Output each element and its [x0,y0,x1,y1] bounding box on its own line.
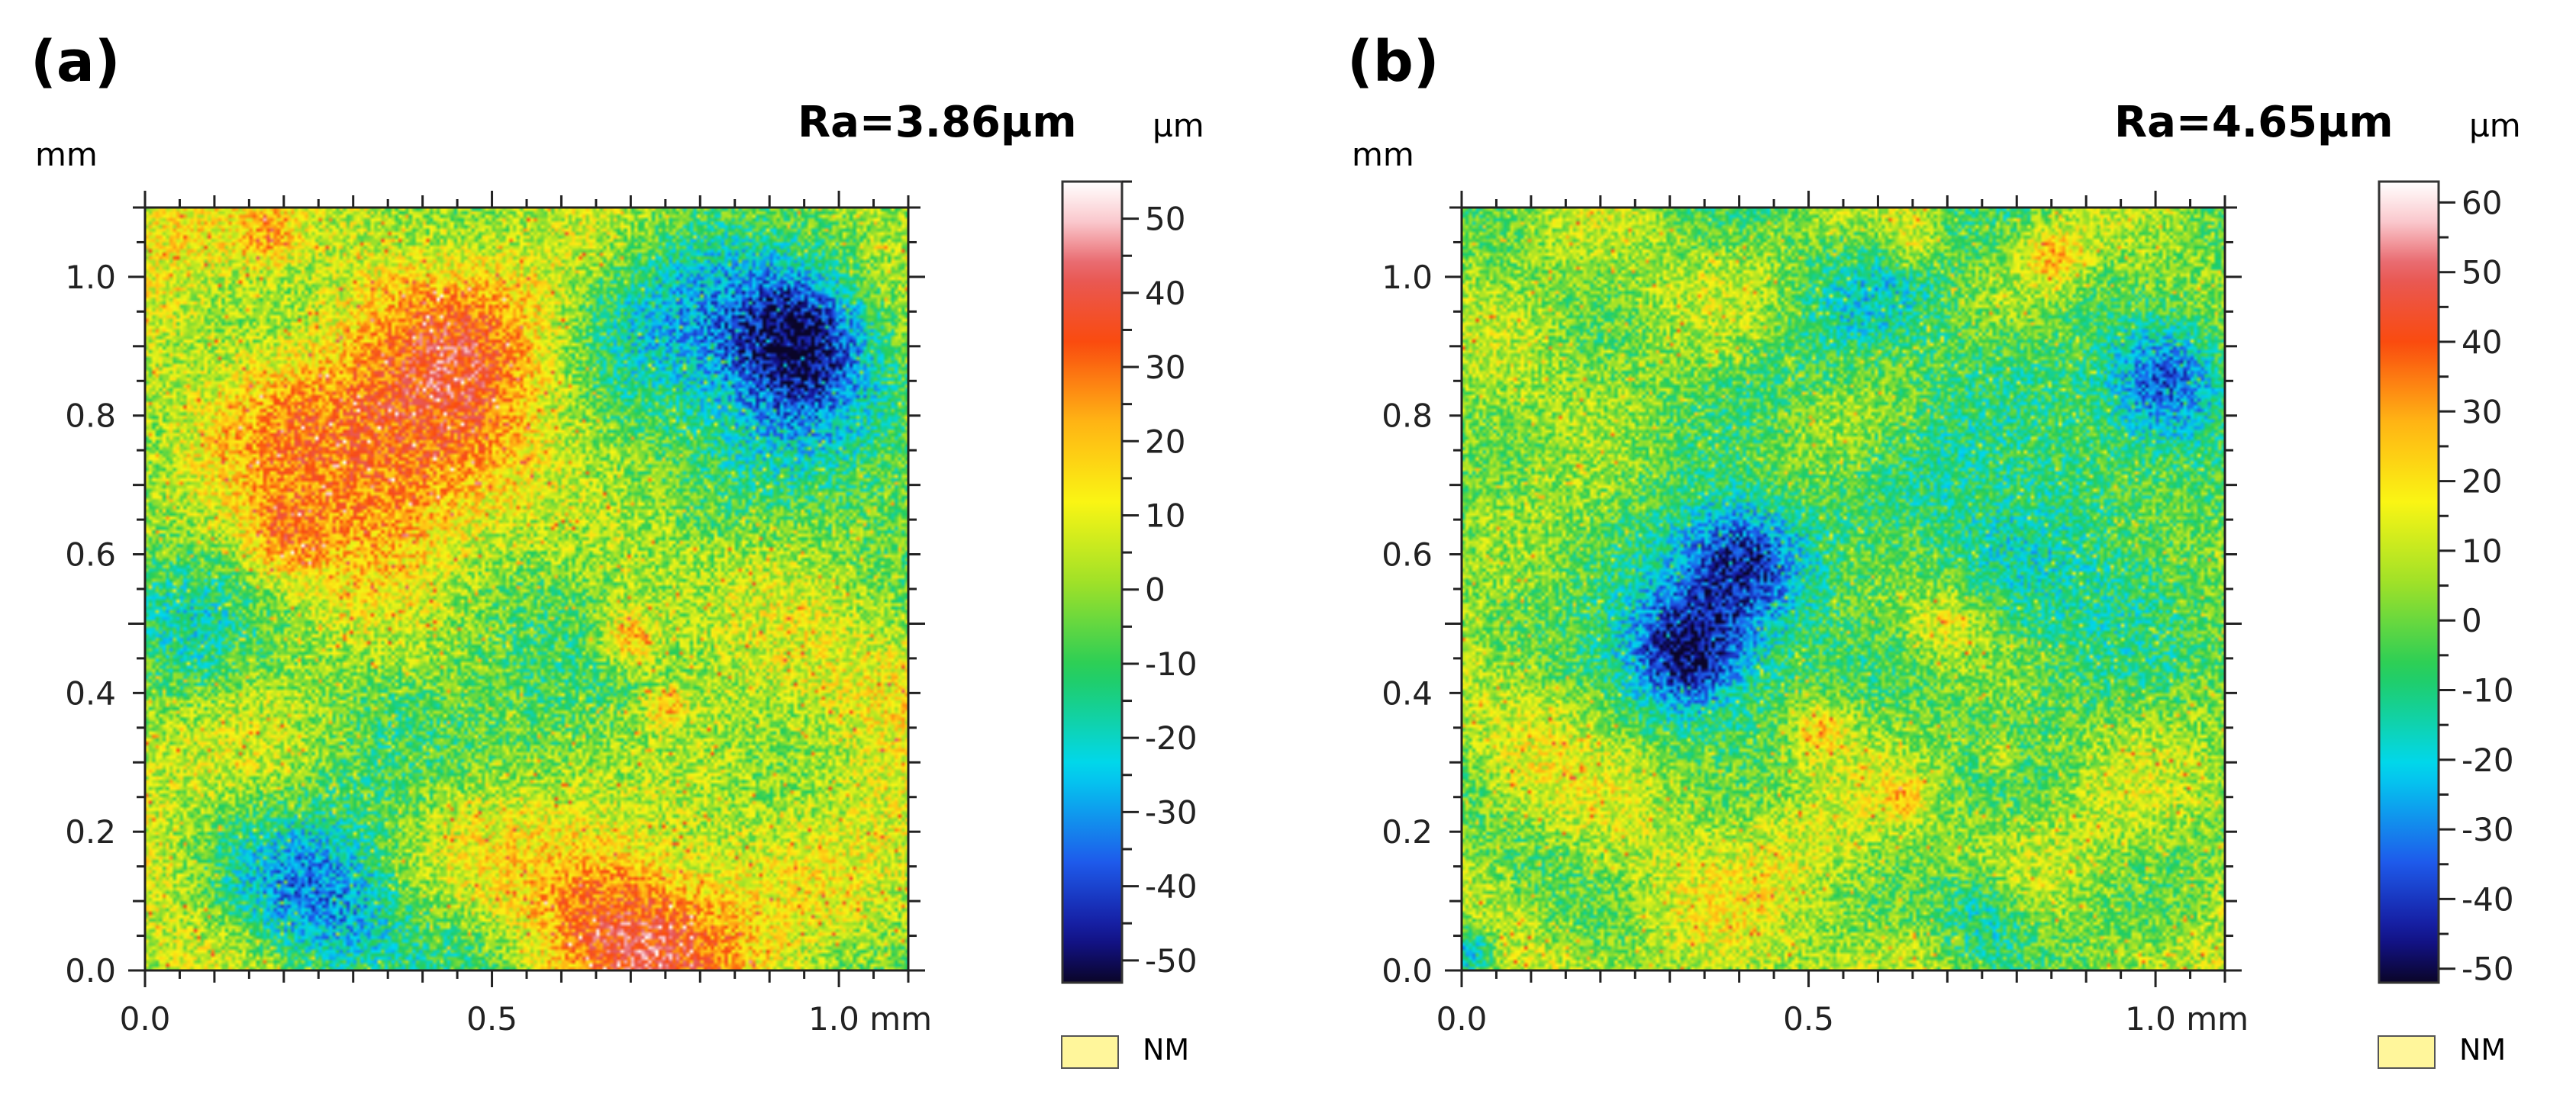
colorbar-tick-label: 60 [2462,184,2502,221]
colorbar-tick-label: 10 [1145,497,1185,535]
y-tick-label: 0.0 [65,952,116,990]
y-tick-label: 0.4 [65,674,116,712]
colorbar-tick-label: -30 [1145,793,1198,831]
not-measured-label: NM [2459,1033,2507,1067]
colorbar-tick-label: -50 [2462,951,2514,988]
colorbar-unit: µm [1153,107,1204,144]
y-axis-unit: mm [1352,136,1414,173]
not-measured-swatch [2378,1035,2436,1069]
roughness-annotation: Ra=4.65µm [2114,98,2394,147]
colorbar-tick-label: 0 [1145,571,1165,609]
colorbar [2378,180,2440,984]
colorbar-tick-label: -20 [1145,719,1198,757]
panel-b: (b) Ra=4.65µm mm µm 0.0 0.5 1.0 mm 0.0 0.2 0.… [1317,0,2576,1107]
colorbar-tick-label: -50 [1145,942,1198,980]
colorbar-tick-label: 10 [2462,533,2502,570]
panel-label: (a) [31,29,121,95]
colorbar-tick-label: 40 [1145,275,1185,312]
height-field [145,208,908,970]
y-tick-label: 0.2 [65,813,116,851]
x-tick-label: 0.5 [1783,1000,1834,1038]
y-tick-label: 0.2 [1381,813,1433,851]
x-tick-label: 0.0 [120,1000,171,1038]
colorbar-tick-label: 30 [2462,393,2502,430]
y-tick-label: 0.0 [1381,952,1433,990]
not-measured-label: NM [1143,1033,1190,1067]
panel-label: (b) [1347,29,1440,95]
colorbar-tick-label: 20 [2462,463,2502,500]
colorbar-tick-label: 40 [2462,323,2502,361]
y-tick-label: 0.8 [1381,397,1433,435]
x-tick-label: 0.5 [466,1000,517,1038]
y-tick-label: 1.0 [65,259,116,296]
y-axis-unit: mm [35,136,98,173]
surface-height-map: 0.0 0.5 1.0 mm 0.0 0.2 0.4 0.6 0.8 1.0 50 40 30 20 10… [65,180,1198,1038]
not-measured-swatch [1061,1035,1119,1069]
y-tick-label: 0.4 [1381,674,1433,712]
colorbar-tick-label: -30 [2462,811,2514,848]
colorbar-tick-label: 0 [2462,602,2482,639]
roughness-annotation: Ra=3.86µm [798,98,1077,147]
colorbar-unit: µm [2469,107,2521,144]
x-tick-label: 1.0 mm [808,1000,932,1038]
colorbar-tick-label: 30 [1145,349,1185,386]
height-field [1462,208,2225,970]
colorbar-tick-label: -40 [1145,868,1198,906]
y-tick-label: 0.8 [65,397,116,435]
colorbar-tick-label: 20 [1145,423,1185,460]
colorbar-tick-label: 50 [2462,254,2502,291]
surface-height-map: 0.0 0.5 1.0 mm 0.0 0.2 0.4 0.6 0.8 1.0 60 50 40 30 20… [1381,180,2514,1038]
y-tick-label: 0.6 [65,536,116,574]
x-tick-label: 0.0 [1436,1000,1488,1038]
y-tick-label: 0.6 [1381,536,1433,574]
colorbar-tick-label: -10 [2462,672,2514,710]
colorbar-tick-label: -10 [1145,645,1198,683]
colorbar [1061,180,1124,984]
colorbar-tick-label: -40 [2462,880,2514,918]
panel-a: (a) Ra=3.86µm mm µm 0.0 0.5 1.0 mm 0.0 0.2 0.… [31,29,1204,1069]
colorbar-tick-label: 50 [1145,201,1185,238]
y-tick-label: 1.0 [1381,259,1433,296]
colorbar-tick-label: -20 [2462,742,2514,779]
x-tick-label: 1.0 mm [2125,1000,2249,1038]
